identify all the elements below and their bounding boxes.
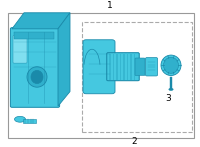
FancyBboxPatch shape [107, 53, 139, 81]
Bar [170, 77, 172, 90]
Ellipse shape [31, 70, 43, 83]
Ellipse shape [164, 57, 179, 73]
Bar [112, 54, 114, 80]
FancyBboxPatch shape [83, 40, 115, 94]
Text: 1: 1 [107, 1, 113, 10]
Bar [23, 119, 36, 123]
Ellipse shape [27, 67, 47, 87]
Bar [123, 54, 125, 80]
FancyBboxPatch shape [13, 35, 27, 63]
Bar [127, 54, 128, 80]
Bar [116, 54, 118, 80]
Bar [14, 32, 54, 39]
Bar [8, 13, 194, 138]
Polygon shape [12, 13, 70, 29]
FancyBboxPatch shape [135, 58, 145, 76]
Bar [130, 54, 132, 80]
Ellipse shape [169, 88, 173, 91]
Text: 3: 3 [165, 94, 171, 103]
Text: 2: 2 [131, 137, 137, 146]
Bar [120, 54, 121, 80]
Ellipse shape [14, 116, 26, 122]
FancyBboxPatch shape [10, 28, 60, 107]
Ellipse shape [161, 55, 181, 76]
Bar [134, 54, 135, 80]
FancyBboxPatch shape [145, 58, 158, 76]
Bar [109, 54, 111, 80]
Polygon shape [58, 13, 70, 106]
Bar [82, 21, 192, 132]
